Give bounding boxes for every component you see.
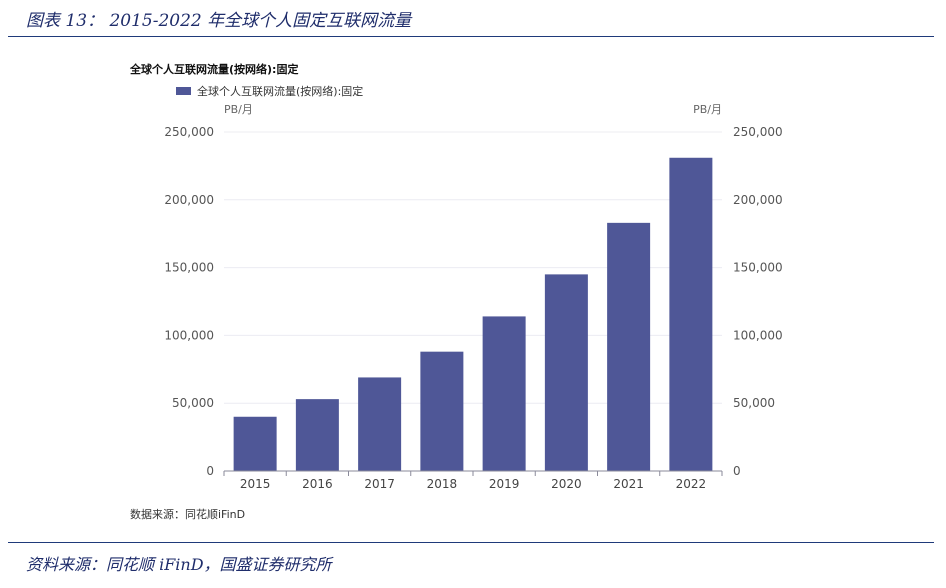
x-tick-label: 2020 xyxy=(551,477,582,491)
chart-title: 全球个人互联网流量(按网络):固定 xyxy=(130,63,299,76)
y-axis-unit-left: PB/月 xyxy=(224,103,253,116)
bar xyxy=(482,316,526,471)
y-tick-label-right: 200,000 xyxy=(733,193,783,207)
x-tick-label: 2022 xyxy=(676,477,707,491)
bar xyxy=(607,222,651,471)
y-tick-label-left: 200,000 xyxy=(164,193,214,207)
y-tick-label-left: 50,000 xyxy=(172,396,214,410)
y-tick-label-left: 250,000 xyxy=(164,125,214,139)
y-tick-label-left: 150,000 xyxy=(164,261,214,275)
bar xyxy=(669,157,713,471)
y-tick-label-right: 100,000 xyxy=(733,328,783,342)
bar xyxy=(420,351,464,471)
y-tick-label-left: 100,000 xyxy=(164,328,214,342)
y-axis-unit-right: PB/月 xyxy=(693,103,722,116)
x-tick-label: 2018 xyxy=(427,477,458,491)
bar xyxy=(544,274,588,471)
y-tick-label-right: 50,000 xyxy=(733,396,775,410)
chart-data-source: 数据来源：同花顺iFinD xyxy=(130,508,246,521)
y-tick-label-right: 0 xyxy=(733,464,741,478)
x-tick-label: 2021 xyxy=(613,477,644,491)
bar xyxy=(358,377,402,471)
y-tick-label-left: 0 xyxy=(206,464,214,478)
chart-legend: 全球个人互联网流量(按网络):固定 xyxy=(176,83,363,99)
y-tick-label-right: 250,000 xyxy=(733,125,783,139)
y-tick-label-right: 150,000 xyxy=(733,261,783,275)
bar xyxy=(233,416,277,471)
bar xyxy=(295,399,339,471)
top-rule xyxy=(8,36,934,37)
figure-caption: 图表 13： 2015-2022 年全球个人固定互联网流量 xyxy=(26,11,412,31)
x-tick-label: 2017 xyxy=(364,477,395,491)
legend-swatch xyxy=(176,87,191,95)
bottom-rule xyxy=(8,542,934,543)
x-tick-label: 2015 xyxy=(240,477,271,491)
x-tick-label: 2016 xyxy=(302,477,333,491)
figure-source: 资料来源：同花顺 iFinD，国盛证券研究所 xyxy=(26,555,332,574)
x-tick-label: 2019 xyxy=(489,477,520,491)
legend-label: 全球个人互联网流量(按网络):固定 xyxy=(197,85,364,98)
